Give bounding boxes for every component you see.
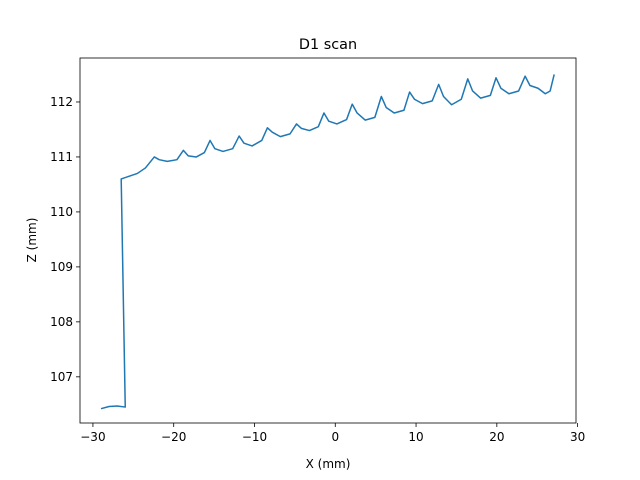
x-tick-label: 0: [331, 430, 339, 444]
y-tick-label: 110: [50, 205, 73, 219]
chart-title: D1 scan: [299, 37, 357, 53]
x-tick-label: 10: [408, 430, 423, 444]
x-axis-label: X (mm): [306, 457, 351, 471]
y-tick-label: 109: [50, 260, 73, 274]
y-tick-label: 107: [50, 370, 73, 384]
y-tick-label: 111: [50, 150, 73, 164]
x-tick-label: −10: [242, 430, 267, 444]
x-tick-label: −20: [161, 430, 186, 444]
y-tick-label: 112: [50, 95, 73, 109]
x-tick-label: −30: [80, 430, 105, 444]
y-tick-label: 108: [50, 315, 73, 329]
x-tick-label: 30: [570, 430, 585, 444]
plot-frame: [79, 57, 577, 424]
x-tick-label: 20: [489, 430, 504, 444]
data-line: [100, 74, 555, 410]
y-axis-label: Z (mm): [25, 218, 39, 263]
